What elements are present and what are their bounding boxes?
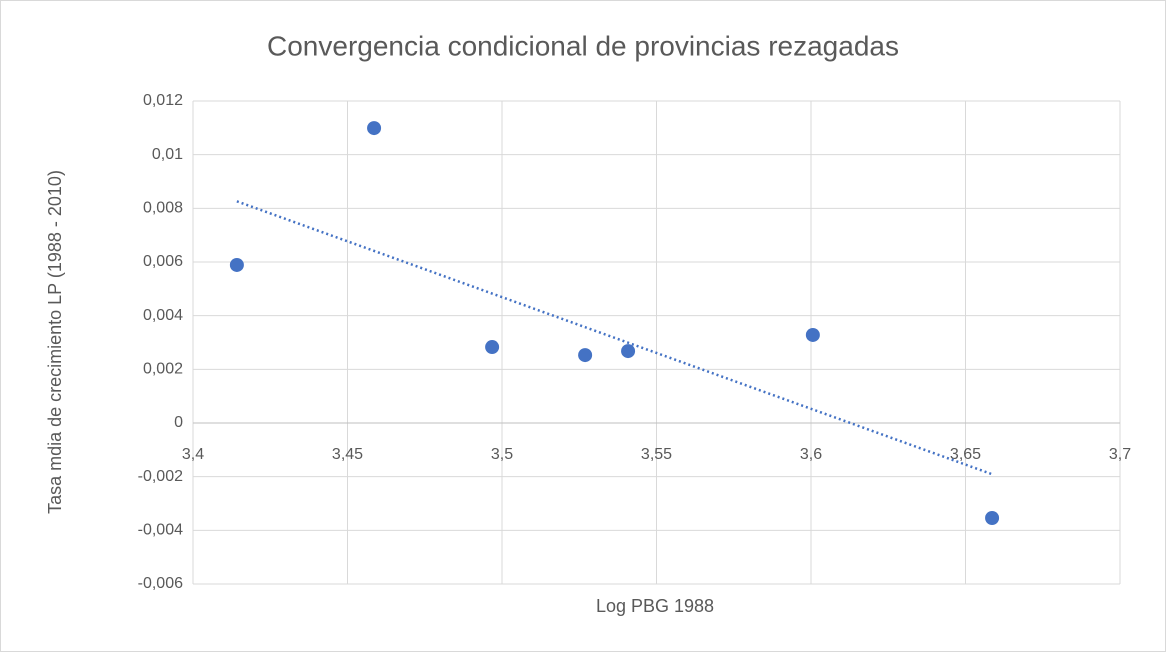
scatter-point <box>985 510 1000 525</box>
scatter-point <box>367 121 382 136</box>
y-axis-title: Tasa mdia de crecimiento LP (1988 - 2010… <box>45 170 65 514</box>
scatter-point <box>578 348 593 363</box>
scatter-point <box>805 327 820 342</box>
x-tick-label: 3,5 <box>491 446 513 463</box>
x-tick-label: 3,55 <box>641 446 672 463</box>
y-tick-label: 0,004 <box>143 307 183 324</box>
x-tick-label: 3,45 <box>332 446 363 463</box>
x-tick-label: 3,4 <box>182 446 204 463</box>
x-tick-label: 3,6 <box>800 446 822 463</box>
scatter-point <box>229 257 244 272</box>
y-tick-label: -0,002 <box>138 468 183 485</box>
scatter-point <box>485 340 500 355</box>
y-tick-label: 0,002 <box>143 361 183 378</box>
scatter-point <box>621 344 636 359</box>
y-tick-label: 0 <box>174 414 183 431</box>
y-tick-label: -0,004 <box>138 522 183 539</box>
y-tick-label: 0,008 <box>143 200 183 217</box>
trendline <box>236 200 993 476</box>
x-tick-label: 3,65 <box>950 446 981 463</box>
chart-title: Convergencia condicional de provincias r… <box>267 30 899 61</box>
x-axis-title: Log PBG 1988 <box>596 596 714 616</box>
y-tick-label: 0,01 <box>152 146 183 163</box>
y-tick-label: 0,006 <box>143 253 183 270</box>
y-tick-label: -0,006 <box>138 575 183 592</box>
x-tick-label: 3,7 <box>1109 446 1131 463</box>
y-tick-label: 0,012 <box>143 92 183 109</box>
